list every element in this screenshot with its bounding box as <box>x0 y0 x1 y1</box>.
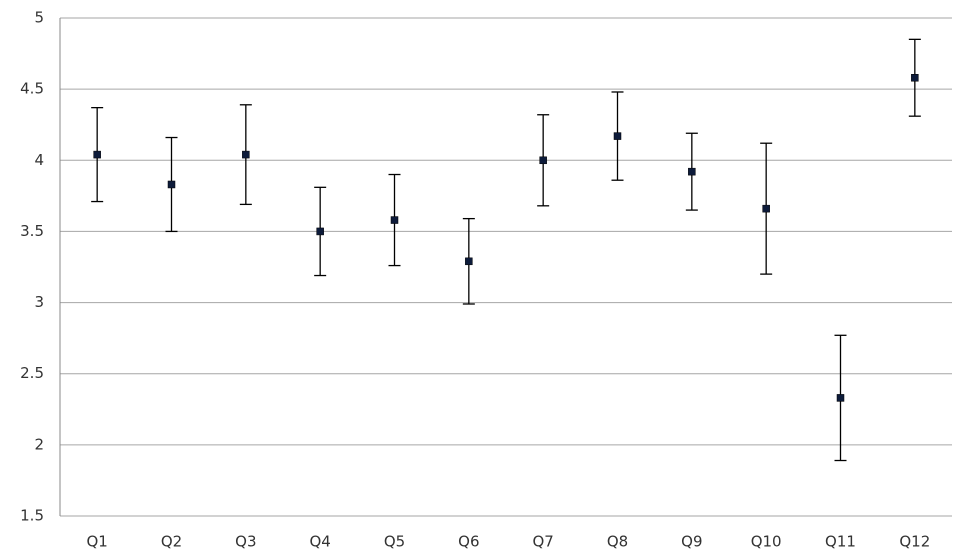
x-tick-label: Q9 <box>681 533 702 551</box>
point <box>911 74 919 82</box>
y-tick-label: 5 <box>34 9 44 27</box>
x-tick-label: Q1 <box>86 533 107 551</box>
point <box>465 257 473 266</box>
point <box>167 180 176 189</box>
x-tick-label: Q11 <box>825 533 856 551</box>
x-tick-label: Q12 <box>899 533 930 551</box>
x-tick-label: Q7 <box>532 533 553 551</box>
x-tick-label: Q3 <box>235 533 256 551</box>
y-tick-label: 3 <box>34 293 44 311</box>
x-tick-label: Q5 <box>384 533 405 551</box>
x-tick-label: Q2 <box>161 533 182 551</box>
point <box>242 150 250 159</box>
point <box>836 394 845 402</box>
y-tick-label: 4.5 <box>20 80 44 98</box>
y-tick-label: 2 <box>34 435 44 453</box>
point <box>762 204 770 213</box>
y-tick-label: 4 <box>34 151 44 169</box>
point <box>688 167 696 176</box>
x-tick-label: Q8 <box>607 533 628 551</box>
point <box>539 156 547 165</box>
x-tick-label: Q6 <box>458 533 479 551</box>
point <box>93 150 101 159</box>
point <box>613 132 622 140</box>
x-tick-label: Q10 <box>751 533 782 551</box>
y-tick-label: 2.5 <box>20 364 44 382</box>
point <box>316 227 324 236</box>
y-tick-label: 3.5 <box>20 222 44 240</box>
y-tick-label: 1.5 <box>20 507 44 525</box>
point <box>390 216 399 224</box>
x-tick-label: Q4 <box>309 533 330 551</box>
